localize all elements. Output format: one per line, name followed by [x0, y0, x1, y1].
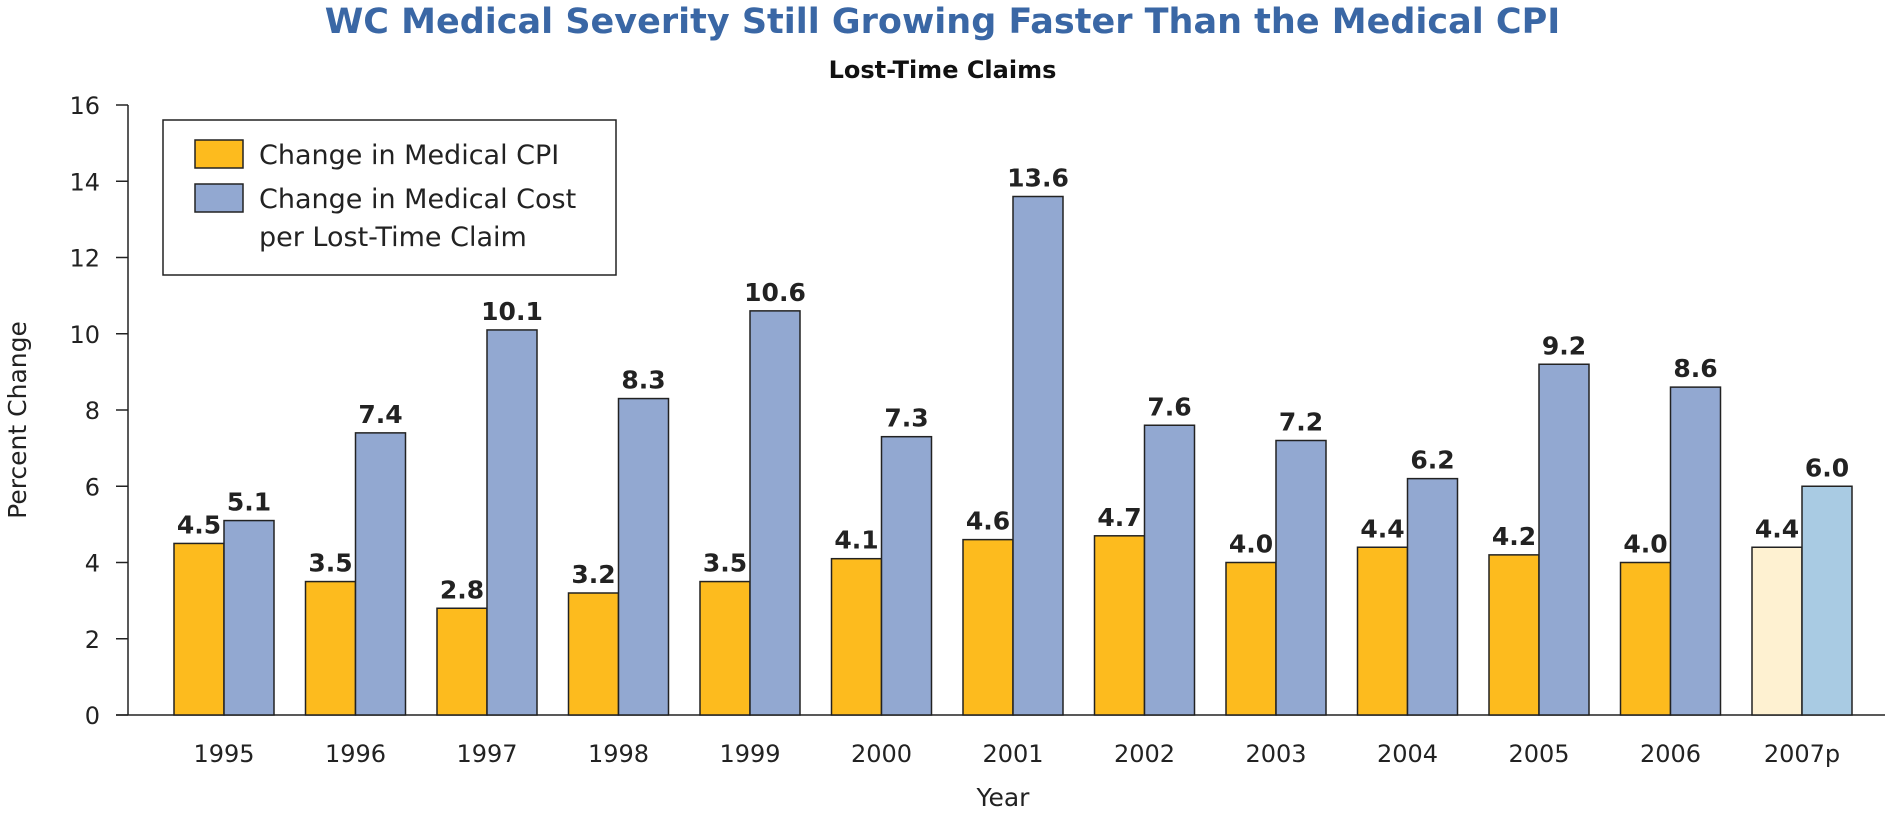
bar-medical-cost-2005: [1538, 363, 1590, 716]
bar-medical-cost-1995: [223, 519, 275, 716]
y-tick-label: 0: [85, 702, 100, 730]
data-label-medical-cost-2003: 7.2: [1279, 408, 1323, 437]
data-label-medical-cpi-2002: 4.7: [1097, 503, 1141, 532]
x-tick-label-2002: 2002: [1114, 740, 1175, 768]
x-axis: 1995 1996 1997 1998 1999 2000 2001 2002 2003 2004…: [116, 714, 1885, 768]
data-label-medical-cpi-2001: 4.6: [966, 507, 1010, 536]
legend-swatch-medical-cost: [194, 183, 244, 213]
bar-medical-cpi-1996: [304, 580, 357, 716]
bar-medical-cost-1998: [617, 397, 670, 716]
legend-label-medical-cost-line-2: per Lost-Time Claim: [259, 222, 527, 253]
data-labels-group: 4.55.1 3.5 7.4 2.8 10.1 3.2 8.3 3.5 10.6 4.1 7.3 4.…: [177, 164, 1849, 605]
x-tick-label-2003: 2003: [1245, 740, 1306, 768]
data-label-medical-cpi-2004: 4.4: [1360, 514, 1404, 543]
x-tick-label-2000: 2000: [851, 740, 912, 768]
data-label-medical-cpi-2007p: 4.4: [1755, 514, 1799, 543]
x-tick-label-1997: 1997: [456, 740, 517, 768]
x-axis-title: Year: [976, 783, 1031, 812]
bar-medical-cost-2002: [1143, 424, 1196, 716]
bar-medical-cpi-2001: [962, 538, 1014, 716]
data-label-medical-cost-2005: 9.2: [1542, 331, 1586, 360]
x-tick-label-1996: 1996: [325, 740, 386, 768]
bar-medical-cpi-1998: [567, 592, 620, 716]
x-tick-label-2006: 2006: [1640, 740, 1701, 768]
data-label-medical-cost-2006: 8.6: [1673, 354, 1717, 383]
bar-medical-cost-2001: [1012, 195, 1064, 716]
x-tick-label-1998: 1998: [588, 740, 649, 768]
data-label-medical-cost-1995: 5.1: [227, 488, 271, 517]
data-label-medical-cost-2002: 7.6: [1147, 392, 1191, 421]
data-label-medical-cpi-2006: 4.0: [1623, 530, 1667, 559]
bars-group: [173, 195, 1853, 716]
bar-medical-cpi-2007p: [1751, 546, 1803, 716]
bar-medical-cost-2007p: [1801, 485, 1853, 716]
y-tick-label: 14: [69, 168, 100, 196]
data-label-medical-cpi-1999: 3.5: [703, 549, 747, 578]
data-label-medical-cpi-1996: 3.5: [308, 549, 352, 578]
data-label-medical-cost-2007p: 6.0: [1805, 453, 1849, 482]
y-tick-label: 16: [69, 92, 100, 120]
y-tick-label: 12: [69, 245, 100, 273]
legend-label-medical-cost-line-1: Change in Medical Cost: [259, 184, 576, 215]
y-axis: 0 2 4 6 8 10 12 14 16: [69, 92, 129, 730]
bar-medical-cpi-2000: [830, 557, 883, 716]
data-label-medical-cost-1998: 8.3: [621, 366, 665, 395]
data-label-medical-cpi-1998: 3.2: [571, 560, 615, 589]
data-label-medical-cost-1996: 7.4: [358, 400, 402, 429]
bar-medical-cpi-1999: [699, 580, 751, 716]
x-tick-label-2005: 2005: [1508, 740, 1569, 768]
x-tick-label-1999: 1999: [719, 740, 780, 768]
bar-medical-cpi-2002: [1093, 535, 1146, 716]
data-label-medical-cpi-2003: 4.0: [1229, 530, 1273, 559]
x-tick-label-2004: 2004: [1377, 740, 1438, 768]
bar-medical-cost-2003: [1275, 439, 1327, 716]
data-label-medical-cpi-1995: 4.5: [177, 510, 221, 539]
bar-medical-cpi-2006: [1619, 561, 1672, 716]
legend-swatch-medical-cpi: [194, 139, 244, 169]
y-tick-label: 6: [85, 473, 100, 501]
bar-medical-cpi-2004: [1356, 546, 1409, 716]
bar-medical-cpi-1995: [173, 542, 225, 716]
bar-medical-cpi-1997: [436, 607, 488, 716]
data-label-medical-cost-1997: 10.1: [481, 297, 543, 326]
chart-subtitle: Lost-Time Claims: [828, 56, 1057, 84]
bar-medical-cost-2006: [1669, 386, 1722, 716]
y-tick-label: 2: [85, 626, 100, 654]
y-tick-label: 8: [85, 397, 100, 425]
y-axis-title: Percent Change: [3, 321, 32, 519]
data-label-medical-cpi-2000: 4.1: [834, 526, 878, 555]
legend: Change in Medical CPI Change in Medical …: [162, 119, 617, 276]
data-label-medical-cost-2000: 7.3: [884, 404, 928, 433]
data-label-medical-cpi-1997: 2.8: [440, 575, 484, 604]
bar-medical-cpi-2005: [1488, 554, 1540, 716]
x-tick-label-2007p: 2007p: [1764, 740, 1840, 768]
bar-medical-cost-2004: [1406, 477, 1459, 716]
y-tick-label: 4: [85, 550, 100, 578]
bar-medical-cost-1997: [486, 329, 538, 716]
bar-medical-cost-2000: [880, 435, 933, 716]
y-tick-label: 10: [69, 321, 100, 349]
x-tick-label-1995: 1995: [193, 740, 254, 768]
chart-title: WC Medical Severity Still Growing Faster…: [324, 2, 1561, 42]
bar-medical-cost-1996: [354, 432, 407, 716]
data-label-medical-cost-1999: 10.6: [744, 278, 806, 307]
data-label-medical-cost-2004: 6.2: [1410, 446, 1454, 475]
bar-medical-cpi-2003: [1225, 561, 1277, 716]
legend-label-medical-cpi: Change in Medical CPI: [259, 140, 559, 171]
data-label-medical-cpi-2005: 4.2: [1492, 522, 1536, 551]
bar-medical-cost-1999: [749, 310, 801, 716]
x-tick-label-2001: 2001: [982, 740, 1043, 768]
data-label-medical-cost-2001: 13.6: [1007, 164, 1069, 193]
